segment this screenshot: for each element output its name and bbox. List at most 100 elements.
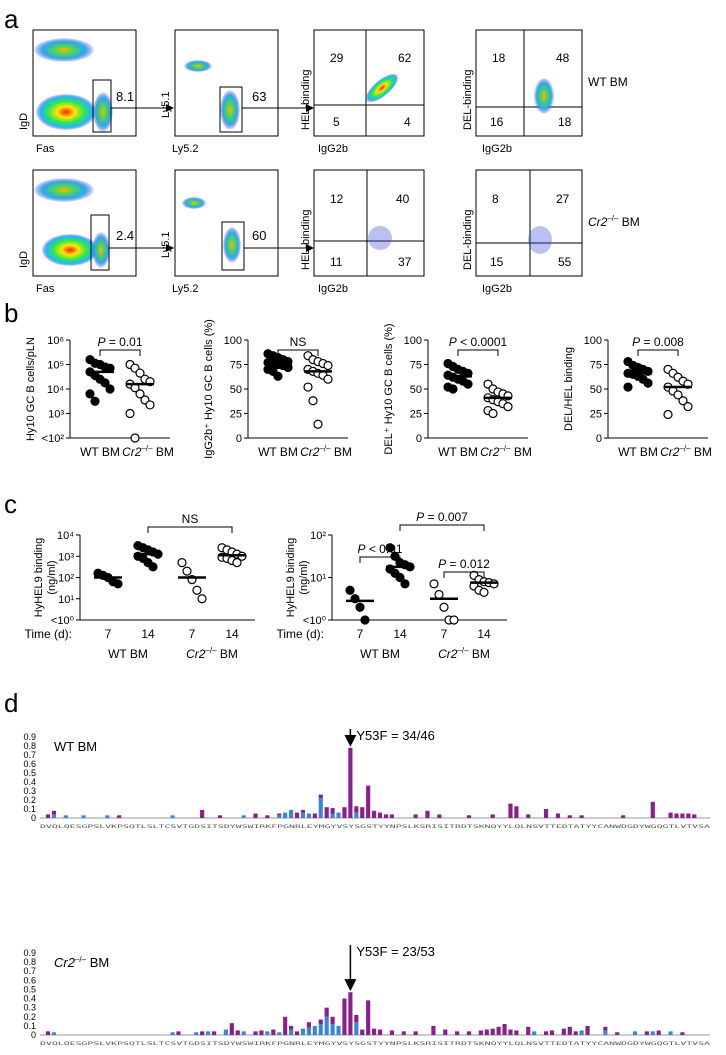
label-part: Cr2 bbox=[660, 445, 680, 459]
data-point bbox=[463, 379, 473, 389]
bar-segment bbox=[306, 813, 311, 818]
y-tick-label: 25 bbox=[230, 409, 242, 421]
flow-xlabel: Fas bbox=[36, 143, 55, 155]
data-point bbox=[182, 566, 192, 576]
density-cluster bbox=[220, 90, 240, 130]
y-tick-label: 10⁶ bbox=[47, 335, 64, 347]
label-part: < 0.01 bbox=[365, 542, 402, 556]
bar-segment bbox=[324, 807, 329, 818]
flow-ylabel: Ly5.1 bbox=[160, 231, 172, 258]
y-tick-label: 75 bbox=[230, 360, 242, 372]
y-tick-label: 0 bbox=[31, 813, 36, 823]
bar-segment bbox=[490, 1028, 495, 1035]
label-part: BM bbox=[511, 445, 532, 459]
data-point bbox=[400, 579, 410, 589]
bar-segment bbox=[336, 1025, 341, 1035]
bar-segment bbox=[692, 814, 697, 818]
bar-segment bbox=[277, 1032, 282, 1035]
gate-box bbox=[90, 214, 110, 271]
significance-bracket bbox=[457, 349, 499, 356]
data-point bbox=[429, 579, 439, 589]
data-point bbox=[135, 389, 145, 399]
bar-segment bbox=[526, 814, 531, 818]
sequence-label: DVQLQESGPSLVKPSQTLSLTCSVTGDSITSDYWSWIRKF… bbox=[40, 824, 711, 830]
bar-segment bbox=[342, 807, 347, 818]
data-point bbox=[355, 602, 365, 612]
bar-segment bbox=[105, 815, 110, 818]
bar-segment bbox=[283, 1016, 288, 1035]
data-point bbox=[135, 368, 145, 378]
flow-ylabel: IgD bbox=[18, 251, 30, 268]
flow-row-wt: 8.1 IgD Fas 63 Ly5.1 Ly5.2 29 62 5 4 HEL… bbox=[18, 29, 628, 155]
y-tick-label: 0.9 bbox=[23, 732, 36, 742]
bar-segment bbox=[621, 815, 626, 818]
label-part: = 0.012 bbox=[446, 557, 490, 571]
data-point bbox=[434, 589, 444, 600]
x-category-label: WT BM bbox=[80, 445, 120, 459]
bar-segment bbox=[443, 1029, 448, 1035]
x-category-label: Cr2–/– BM bbox=[300, 444, 352, 459]
data-point bbox=[678, 396, 688, 406]
data-point bbox=[113, 579, 123, 589]
y-tick-label: 0.2 bbox=[23, 1012, 36, 1022]
bar-segment bbox=[496, 1026, 501, 1035]
quadrant-value: 40 bbox=[396, 192, 410, 206]
y-axis-label: (ng/ml) bbox=[298, 560, 310, 594]
x-category-label: Cr2–/– BM bbox=[122, 444, 174, 459]
bar-segment bbox=[51, 1032, 57, 1035]
flow-plot-frame bbox=[174, 29, 279, 137]
data-point bbox=[683, 402, 693, 412]
flow-ylabel: IgD bbox=[18, 113, 30, 130]
bar-segment bbox=[271, 1029, 276, 1035]
flow-plot-frame bbox=[313, 169, 425, 277]
y-tick-label: 10¹ bbox=[310, 573, 326, 585]
bar-segment bbox=[366, 1000, 371, 1035]
label-part: P bbox=[97, 335, 105, 349]
p-value: P < 0.01 bbox=[357, 542, 402, 556]
bar-segment bbox=[211, 1031, 217, 1035]
row-label: Cr2–/– BM bbox=[588, 214, 640, 229]
bar-segment bbox=[561, 1028, 566, 1035]
bar-segment bbox=[289, 809, 294, 818]
label-part: BM bbox=[691, 445, 712, 459]
label-part: –/– bbox=[141, 444, 153, 453]
bar-segment bbox=[312, 813, 317, 818]
bar-segment bbox=[200, 1031, 205, 1035]
bar-segment bbox=[318, 1019, 323, 1025]
p-value: P = 0.01 bbox=[97, 335, 142, 349]
flow-plot-frame bbox=[32, 169, 137, 277]
y-tick-label: 10¹ bbox=[58, 594, 74, 606]
bar-segment bbox=[668, 812, 673, 818]
y-tick-label: 50 bbox=[410, 384, 422, 396]
flow-xlabel: IgG2b bbox=[318, 283, 348, 295]
data-point bbox=[323, 360, 333, 371]
flow-xlabel: IgG2b bbox=[318, 143, 348, 155]
bar-segment bbox=[277, 815, 282, 818]
gate-value: 8.1 bbox=[116, 89, 134, 104]
annotation-label: Y53F = 23/53 bbox=[356, 944, 434, 959]
bar-segment bbox=[413, 1031, 418, 1035]
density-cluster bbox=[534, 78, 554, 114]
bar-segment bbox=[289, 1029, 294, 1035]
data-point bbox=[145, 400, 155, 410]
y-tick-label: 0.1 bbox=[23, 1021, 36, 1031]
bar-segment bbox=[300, 809, 306, 813]
gate-value: 63 bbox=[252, 89, 266, 104]
bar-segment bbox=[354, 1014, 359, 1023]
bar-segment bbox=[342, 998, 347, 1035]
bar-segment bbox=[277, 813, 282, 816]
bar-segment bbox=[543, 1031, 549, 1035]
bar-segment bbox=[51, 810, 57, 815]
bar-segment bbox=[615, 1032, 620, 1035]
label-part: –/– bbox=[205, 646, 217, 655]
bar-segment bbox=[318, 794, 323, 799]
y-axis-label: DEL⁺ Hy10 GC B cells (%) bbox=[383, 323, 395, 454]
data-point bbox=[90, 396, 100, 406]
bar-segment bbox=[241, 1031, 246, 1035]
data-point bbox=[503, 402, 513, 412]
quadrant-value: 4 bbox=[404, 115, 411, 129]
y-tick-label: 10² bbox=[58, 573, 74, 585]
bar-segment bbox=[585, 1025, 590, 1035]
bar-segment bbox=[603, 1030, 608, 1035]
data-point bbox=[643, 378, 653, 388]
